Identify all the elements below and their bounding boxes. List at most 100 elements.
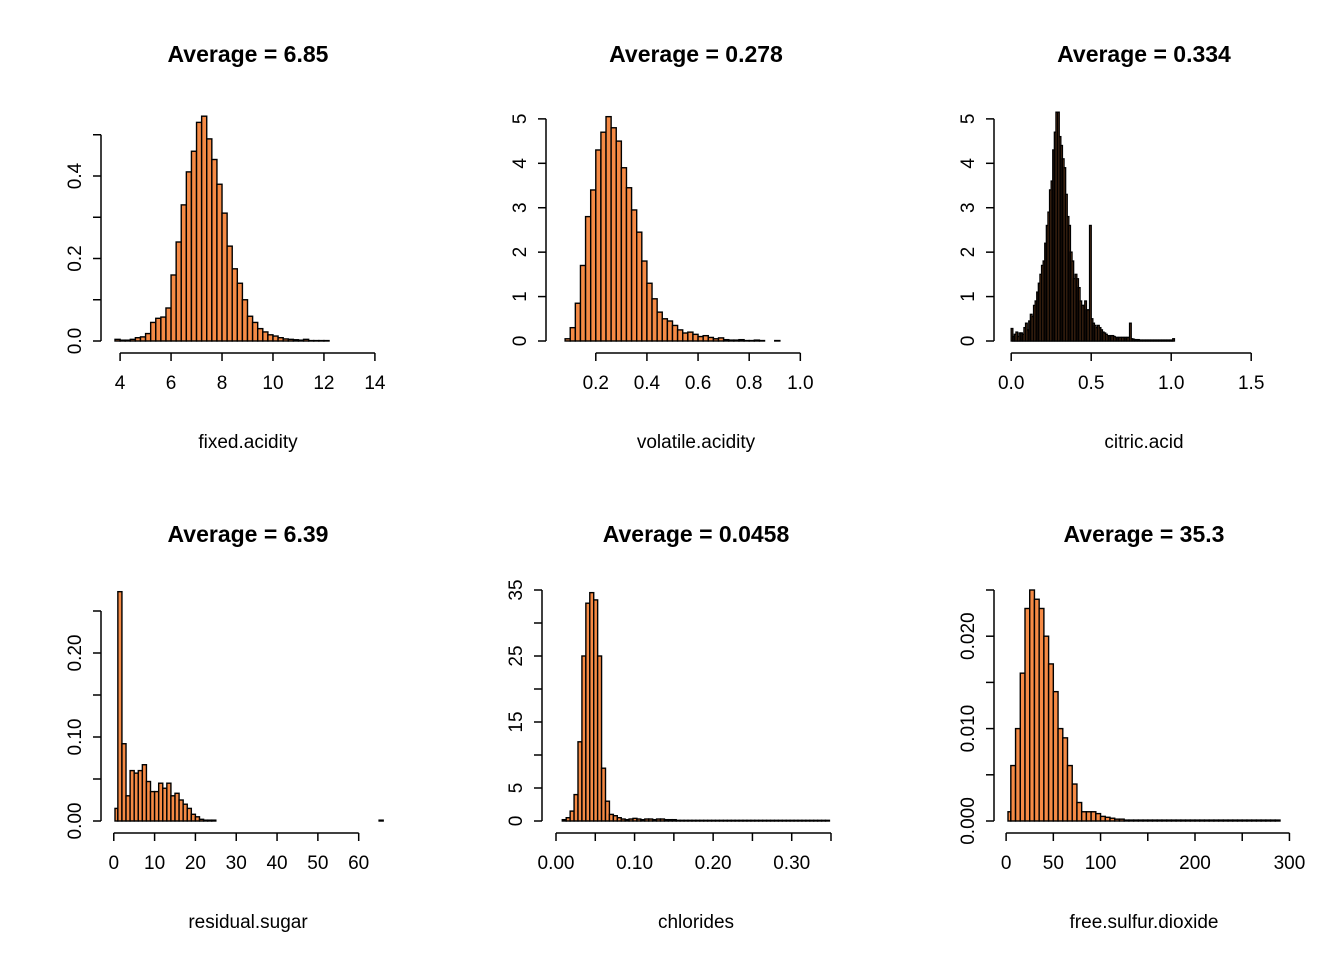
histogram-bar bbox=[277, 337, 284, 342]
x-axis-label: fixed.acidity bbox=[198, 432, 298, 453]
histogram-bar bbox=[272, 335, 279, 342]
histogram-bar bbox=[1123, 819, 1130, 822]
histogram-bar bbox=[1274, 819, 1281, 822]
histogram-bar bbox=[200, 115, 208, 342]
histogram-bar bbox=[1118, 818, 1125, 822]
histogram-bar bbox=[1222, 819, 1229, 822]
histogram-bar bbox=[1071, 783, 1078, 822]
histogram-bar bbox=[246, 315, 254, 342]
histogram-bar bbox=[1062, 737, 1069, 822]
histogram-bar bbox=[1203, 819, 1210, 822]
histogram-bar bbox=[605, 115, 612, 342]
x-tick-label: 12 bbox=[313, 373, 334, 394]
x-tick-label: 50 bbox=[1043, 853, 1064, 874]
histogram-bar bbox=[226, 245, 233, 342]
y-tick-label: 4 bbox=[510, 158, 531, 169]
histogram-bar bbox=[292, 339, 300, 342]
histogram-bar bbox=[282, 338, 289, 342]
histogram-bar bbox=[661, 318, 669, 342]
panel-residual-sugar: Average = 6.39 residual.sugar 0 10 20 30 40 5… bbox=[65, 521, 384, 933]
histogram-bar bbox=[180, 204, 188, 342]
histogram-bar bbox=[155, 317, 162, 342]
histogram-bar bbox=[129, 338, 137, 342]
x-tick-label: 0.20 bbox=[695, 853, 732, 874]
x-tick-label: 0 bbox=[108, 853, 119, 874]
x-tick-label: 0.10 bbox=[616, 853, 653, 874]
histogram-bar bbox=[1161, 819, 1168, 822]
panel-title: Average = 6.85 bbox=[168, 41, 329, 67]
histogram-bar bbox=[231, 268, 239, 342]
y-tick-label: 0 bbox=[510, 336, 531, 347]
x-axis: 0.0 0.5 1.0 1.5 bbox=[998, 352, 1264, 394]
histogram-bar bbox=[1137, 819, 1144, 822]
histogram-bar bbox=[185, 171, 193, 342]
x-tick-label: 0.00 bbox=[538, 853, 575, 874]
histogram-bar bbox=[211, 158, 218, 342]
histogram-bar bbox=[170, 274, 177, 342]
x-tick-label: 0.2 bbox=[583, 373, 609, 394]
histogram-bar bbox=[1076, 801, 1083, 822]
panel-citric-acid: Average = 0.334 citric.acid 0.0 0.5 1.0 1.5… bbox=[958, 41, 1264, 453]
panel-chlorides: Average = 0.0458 chlorides 0.00 0.10 0.20 0… bbox=[506, 521, 832, 933]
histogram-bar bbox=[1104, 816, 1111, 822]
histogram-bar bbox=[1057, 727, 1064, 822]
y-tick-label: 5 bbox=[958, 114, 979, 125]
histogram-bar bbox=[1019, 672, 1026, 822]
histogram-bar bbox=[221, 212, 228, 342]
y-tick-label: 0.0 bbox=[65, 328, 86, 354]
histogram-bar bbox=[1255, 819, 1262, 822]
y-tick-label: 0.20 bbox=[65, 635, 86, 672]
x-tick-label: 200 bbox=[1179, 853, 1211, 874]
y-tick-label: 0 bbox=[958, 336, 979, 347]
histogram-bar bbox=[139, 336, 147, 342]
x-axis-label: chlorides bbox=[658, 912, 734, 933]
histogram-bar bbox=[600, 131, 607, 342]
histogram-bar bbox=[596, 655, 603, 822]
histogram-bar bbox=[1232, 819, 1239, 822]
y-tick-label: 0.2 bbox=[65, 245, 86, 271]
x-tick-label: 0.8 bbox=[736, 373, 762, 394]
histogram-bar bbox=[1165, 819, 1173, 822]
x-axis: 4 6 8 10 12 14 bbox=[115, 352, 386, 394]
y-tick-label: 1 bbox=[510, 291, 531, 302]
histogram-bar bbox=[1066, 764, 1073, 822]
y-tick-label: 0.000 bbox=[958, 797, 979, 845]
histogram-bar bbox=[211, 819, 217, 822]
histogram-bar bbox=[1217, 819, 1225, 822]
histogram-bar bbox=[1246, 819, 1253, 822]
histogram-bar bbox=[1170, 819, 1177, 822]
histogram-bar bbox=[1260, 819, 1267, 822]
x-axis-label: citric.acid bbox=[1104, 432, 1183, 453]
histogram-bar bbox=[1088, 224, 1092, 342]
histogram-bar bbox=[641, 260, 648, 342]
histogram-bar bbox=[1180, 819, 1187, 822]
x-axis-label: free.sulfur.dioxide bbox=[1070, 912, 1219, 933]
x-tick-label: 0.30 bbox=[773, 853, 810, 874]
histogram-bar bbox=[262, 331, 269, 342]
y-tick-label: 3 bbox=[958, 202, 979, 213]
histogram-bar bbox=[190, 150, 198, 342]
y-tick-label: 5 bbox=[506, 783, 527, 794]
panel-title: Average = 0.334 bbox=[1057, 41, 1231, 67]
histogram-bar bbox=[692, 333, 699, 342]
histogram-bar bbox=[1227, 819, 1234, 822]
histogram-bar bbox=[1172, 338, 1176, 342]
y-tick-label: 0.020 bbox=[958, 612, 979, 660]
histogram-bar bbox=[702, 334, 709, 342]
bars bbox=[564, 115, 781, 342]
histogram-bar bbox=[287, 338, 295, 342]
x-tick-label: 14 bbox=[364, 373, 386, 394]
histogram-bar bbox=[149, 321, 157, 342]
histogram-bar bbox=[121, 743, 127, 822]
histogram-bar bbox=[241, 299, 249, 342]
histogram-bar bbox=[824, 819, 831, 822]
histogram-bar bbox=[1241, 819, 1248, 822]
panel-fixed-acidity: Average = 6.85 fixed.acidity 4 6 8 10 12 14 0.… bbox=[65, 41, 386, 453]
histogram-bar bbox=[722, 338, 730, 342]
histogram-bar bbox=[620, 167, 628, 342]
x-tick-label: 8 bbox=[217, 373, 228, 394]
panel-title: Average = 35.3 bbox=[1064, 521, 1225, 547]
histogram-bar bbox=[676, 329, 684, 342]
histogram-bar bbox=[1175, 819, 1182, 822]
histogram-bar bbox=[728, 339, 735, 342]
